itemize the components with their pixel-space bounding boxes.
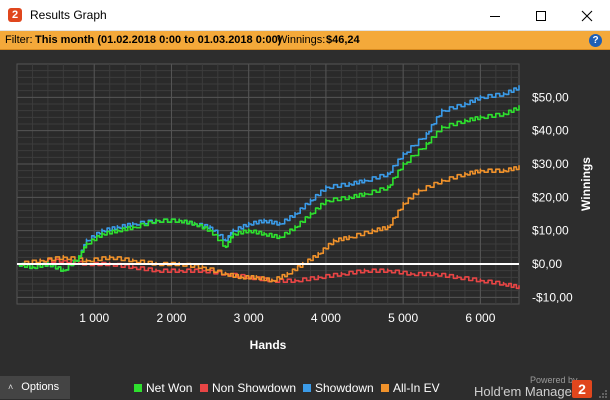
winnings-value: $46,24 <box>326 34 360 46</box>
minimize-button[interactable] <box>472 0 518 31</box>
close-icon <box>581 10 593 21</box>
x-axis-label: Hands <box>250 338 287 352</box>
legend-label: Net Won <box>146 381 193 395</box>
legend-swatch <box>200 384 208 392</box>
x-tick-label: 2 000 <box>156 311 186 325</box>
filter-label: Filter: <box>5 34 33 46</box>
bottom-bar: ˄ Options Net Won Non Showdown Showdown A… <box>0 375 610 400</box>
options-button[interactable]: ˄ Options <box>0 376 70 399</box>
y-tick-label: $20,00 <box>532 190 569 204</box>
options-label: Options <box>21 381 60 393</box>
app-logo-icon: 2 <box>8 8 22 22</box>
maximize-icon <box>536 10 546 21</box>
minimize-icon <box>490 15 500 17</box>
window-title: Results Graph <box>30 8 107 22</box>
winnings-label: Winnings: <box>277 34 326 46</box>
results-chart-svg: 1 000 2 000 3 000 4 000 5 000 6 000 -$10,00 $0,… <box>16 63 593 352</box>
chevron-up-icon: ˄ <box>8 382 14 392</box>
brand-logo-icon: 2 <box>572 380 592 398</box>
legend-all-in-ev[interactable]: All-In EV <box>381 381 440 395</box>
brand-name: Hold'em Manager <box>474 384 577 399</box>
series-line-net-won <box>17 105 520 272</box>
close-button[interactable] <box>564 0 610 31</box>
y-tick-label: $40,00 <box>532 124 569 138</box>
series-line-all-in-ev <box>17 165 520 283</box>
legend-label: Showdown <box>315 381 374 395</box>
series-line-showdown <box>17 85 520 272</box>
x-tick-label: 6 000 <box>465 311 495 325</box>
legend-showdown[interactable]: Showdown <box>303 381 374 395</box>
x-tick-label: 1 000 <box>79 311 109 325</box>
x-tick-label: 4 000 <box>311 311 341 325</box>
y-tick-label: $50,00 <box>532 90 569 104</box>
x-tick-label: 3 000 <box>234 311 264 325</box>
y-tick-label: $0,00 <box>532 257 562 271</box>
y-tick-label: -$10,00 <box>532 290 573 304</box>
help-icon[interactable]: ? <box>589 34 602 47</box>
legend-net-won[interactable]: Net Won <box>134 381 192 395</box>
title-bar: 2 Results Graph <box>0 0 610 31</box>
resize-grip-icon[interactable] <box>598 389 608 399</box>
legend-non-showdown[interactable]: Non Showdown <box>200 381 296 395</box>
legend-swatch <box>134 384 142 392</box>
y-axis-label: Winnings <box>579 157 593 211</box>
x-tick-label: 5 000 <box>388 311 418 325</box>
legend-label: Non Showdown <box>212 381 297 395</box>
maximize-button[interactable] <box>518 0 564 31</box>
legend-swatch <box>381 384 389 392</box>
filter-bar: Filter: This month (01.02.2018 0:00 to 0… <box>0 31 610 50</box>
y-tick-label: $30,00 <box>532 157 569 171</box>
y-tick-label: $10,00 <box>532 224 569 238</box>
powered-by-text: Powered by <box>530 375 578 385</box>
filter-value: This month (01.02.2018 0:00 to 01.03.201… <box>35 34 282 46</box>
results-chart: 1 000 2 000 3 000 4 000 5 000 6 000 -$10,00 $0,… <box>0 50 610 375</box>
legend-label: All-In EV <box>393 381 440 395</box>
legend-swatch <box>303 384 311 392</box>
